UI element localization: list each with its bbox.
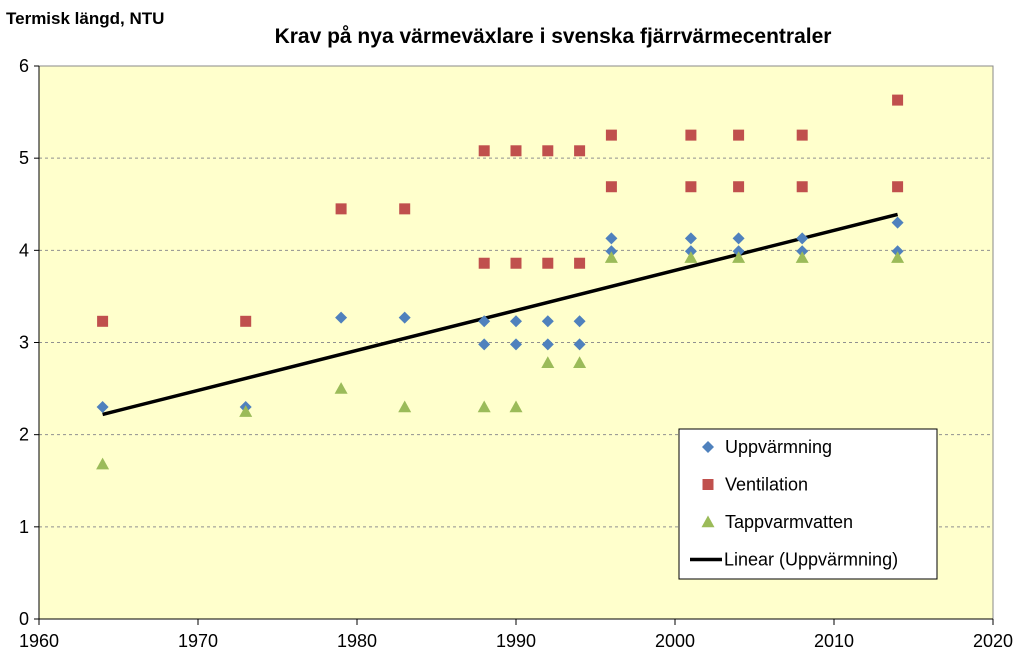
legend-label: Ventilation — [725, 475, 808, 495]
x-tick-label: 1980 — [337, 631, 377, 651]
y-tick-label: 5 — [19, 148, 29, 168]
data-point-ventilation — [542, 145, 554, 157]
data-point-uppv-rmning — [96, 401, 109, 414]
trendline-uppvarmning — [102, 212, 899, 417]
data-point-ventilation — [733, 181, 745, 193]
y-tick-label: 6 — [19, 56, 29, 76]
data-point-uppv-rmning — [605, 232, 618, 245]
legend-label: Tappvarmvatten — [725, 512, 853, 532]
chart-title: Krav på nya värmeväxlare i svenska fjärr… — [275, 25, 832, 48]
data-point-tappvarmvatten — [573, 356, 587, 368]
data-point-ventilation — [240, 315, 252, 327]
data-point-uppv-rmning — [573, 315, 586, 328]
data-point-ventilation — [605, 181, 617, 193]
data-point-ventilation — [510, 257, 522, 269]
data-point-tappvarmvatten — [96, 457, 110, 470]
data-point-ventilation — [399, 203, 411, 215]
data-point-ventilation — [478, 145, 490, 157]
data-point-ventilation — [605, 129, 617, 141]
data-point-ventilation — [574, 145, 586, 157]
data-point-ventilation — [97, 315, 109, 327]
legend-key-tappvarmvatten — [701, 515, 715, 528]
data-point-uppv-rmning — [478, 315, 491, 328]
data-point-tappvarmvatten — [795, 251, 809, 263]
data-point-uppv-rmning — [732, 232, 745, 245]
data-point-tappvarmvatten — [732, 251, 746, 263]
x-tick-label: 2020 — [973, 631, 1013, 651]
data-point-tappvarmvatten — [509, 400, 523, 413]
data-point-uppv-rmning — [510, 338, 522, 351]
data-points — [96, 94, 905, 470]
y-tick-labels: 0 1 2 3 4 5 6 — [19, 56, 29, 629]
legend-key-uppv-rmning — [702, 441, 714, 453]
data-point-uppv-rmning — [510, 315, 522, 328]
legend-box — [678, 428, 938, 580]
data-point-tappvarmvatten — [477, 400, 491, 413]
y-tick-label: 1 — [19, 517, 29, 537]
data-point-tappvarmvatten — [398, 400, 412, 413]
data-point-ventilation — [733, 129, 745, 141]
x-tick-label: 1970 — [178, 631, 218, 651]
data-point-uppv-rmning — [478, 338, 491, 351]
legend-label: Uppvärmning — [725, 437, 832, 457]
data-point-ventilation — [335, 203, 347, 215]
data-point-ventilation — [510, 145, 522, 157]
y-tick-label: 4 — [19, 240, 29, 260]
legend-label: Linear (Uppvärmning) — [724, 550, 898, 570]
y-tick-label: 0 — [19, 609, 29, 629]
x-tick-label: 1990 — [496, 631, 536, 651]
data-point-ventilation — [796, 129, 808, 141]
data-point-uppv-rmning — [573, 338, 586, 351]
data-point-ventilation — [892, 181, 904, 193]
data-point-ventilation — [478, 257, 490, 269]
data-point-uppv-rmning — [796, 232, 809, 245]
x-tick-label: 1960 — [19, 631, 59, 651]
y-axis-label: Termisk längd, NTU — [6, 9, 164, 28]
data-point-tappvarmvatten — [684, 251, 698, 263]
data-point-uppv-rmning — [684, 232, 697, 245]
data-point-tappvarmvatten — [334, 382, 348, 394]
axes — [34, 65, 994, 625]
data-point-uppv-rmning — [541, 315, 554, 328]
trendline — [102, 212, 899, 417]
x-tick-labels: 1960 1970 1980 1990 2000 2010 2020 — [19, 631, 1013, 651]
y-tick-label: 2 — [19, 425, 29, 445]
data-point-ventilation — [685, 181, 697, 193]
data-point-uppv-rmning — [891, 216, 904, 229]
x-tick-label: 2010 — [814, 631, 854, 651]
data-point-ventilation — [796, 181, 808, 193]
data-point-uppv-rmning — [541, 338, 554, 351]
data-point-ventilation — [542, 257, 554, 269]
data-point-uppv-rmning — [335, 311, 348, 324]
data-point-tappvarmvatten — [891, 251, 905, 263]
data-point-uppv-rmning — [398, 311, 411, 324]
legend: Uppvärmning Ventilation Tappvarmvatten Line… — [678, 428, 938, 580]
y-tick-label: 3 — [19, 333, 29, 353]
legend-key-ventilation — [702, 479, 714, 490]
data-point-tappvarmvatten — [239, 405, 253, 417]
data-point-ventilation — [574, 257, 586, 269]
x-tick-label: 2000 — [655, 631, 695, 651]
data-point-tappvarmvatten — [604, 251, 618, 263]
data-point-tappvarmvatten — [541, 356, 555, 368]
data-point-ventilation — [892, 94, 904, 106]
data-point-ventilation — [685, 129, 697, 141]
